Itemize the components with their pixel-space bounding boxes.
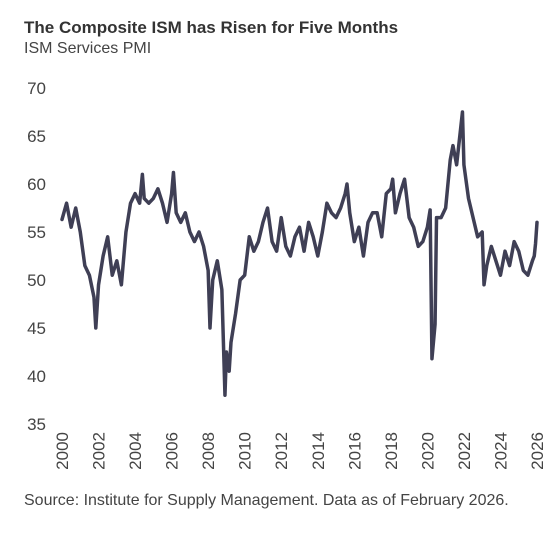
x-tick-label: 2008 — [199, 432, 218, 470]
x-tick-label: 2020 — [418, 432, 437, 470]
y-tick-label: 60 — [27, 175, 46, 194]
x-tick-label: 2006 — [163, 432, 182, 470]
y-tick-label: 65 — [27, 127, 46, 146]
y-tick-label: 70 — [27, 79, 46, 98]
line-series — [60, 110, 539, 397]
y-tick-label: 50 — [27, 271, 46, 290]
x-tick-label: 2002 — [90, 432, 109, 470]
y-tick-label: 55 — [27, 223, 46, 242]
x-tick-label: 2010 — [236, 432, 255, 470]
x-tick-label: 2000 — [53, 432, 72, 470]
x-tick-label: 2026 — [528, 432, 547, 470]
x-tick-label: 2012 — [272, 432, 291, 470]
source-note: Source: Institute for Supply Management.… — [24, 492, 509, 509]
x-tick-label: 2004 — [126, 432, 145, 470]
x-tick-label: 2016 — [345, 432, 364, 470]
y-tick-label: 40 — [27, 367, 46, 386]
x-tick-label: 2022 — [455, 432, 474, 470]
y-tick-label: 45 — [27, 319, 46, 338]
chart-title: The Composite ISM has Risen for Five Mon… — [24, 18, 399, 37]
chart-subtitle: ISM Services PMI — [24, 40, 152, 57]
x-tick-label: 2014 — [309, 432, 328, 470]
x-tick-label: 2024 — [491, 432, 510, 470]
x-tick-label: 2018 — [382, 432, 401, 470]
y-tick-label: 35 — [27, 415, 46, 434]
